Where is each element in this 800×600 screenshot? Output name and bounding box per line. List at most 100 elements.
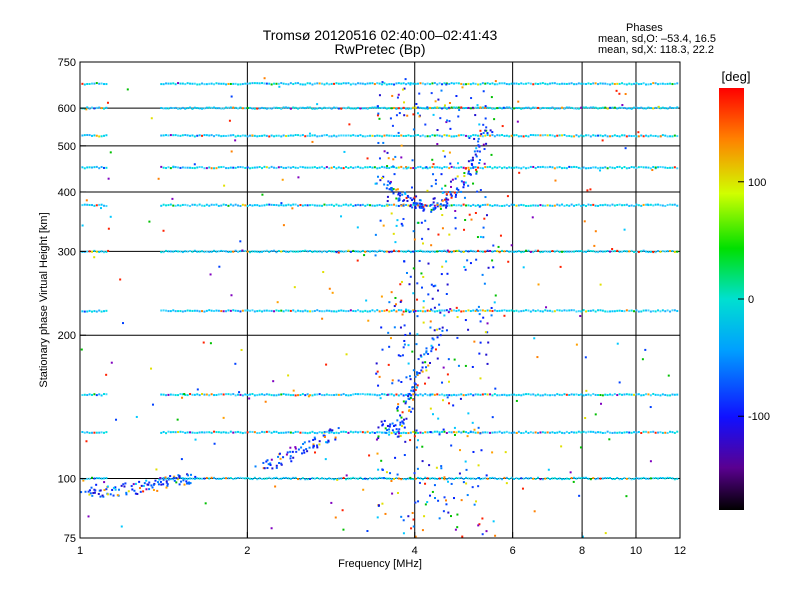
- data-point: [174, 134, 177, 137]
- data-point: [366, 203, 369, 206]
- data-point: [582, 394, 585, 397]
- data-point: [455, 394, 458, 397]
- data-point: [421, 529, 424, 532]
- data-point: [421, 310, 424, 313]
- data-point: [532, 204, 535, 207]
- data-point: [196, 134, 199, 137]
- data-point: [468, 213, 471, 216]
- data-point: [313, 477, 316, 480]
- data-point: [582, 82, 585, 85]
- data-point: [415, 446, 418, 449]
- data-point: [330, 203, 333, 206]
- data-point: [534, 134, 537, 137]
- data-point: [399, 326, 402, 329]
- data-point: [657, 431, 660, 434]
- data-point: [270, 203, 273, 206]
- data-point: [208, 477, 211, 480]
- data-point: [86, 133, 89, 136]
- data-point: [503, 431, 506, 434]
- data-point: [374, 233, 377, 236]
- data-point: [160, 204, 163, 207]
- data-point: [477, 464, 480, 467]
- data-point: [482, 123, 485, 126]
- data-point: [275, 167, 278, 170]
- data-point: [433, 82, 436, 85]
- data-point: [493, 477, 496, 480]
- data-point: [464, 460, 467, 463]
- data-point: [597, 477, 600, 480]
- data-point: [285, 393, 288, 396]
- data-point: [297, 394, 300, 397]
- data-point: [347, 310, 350, 313]
- data-point: [316, 107, 319, 110]
- data-point: [599, 169, 602, 172]
- data-point: [239, 135, 242, 138]
- data-point: [434, 182, 437, 185]
- data-point: [342, 528, 345, 531]
- data-point: [239, 476, 242, 479]
- data-point: [145, 479, 148, 482]
- data-point: [529, 133, 532, 136]
- data-point: [647, 106, 650, 109]
- data-point: [486, 431, 489, 434]
- data-point: [337, 477, 340, 480]
- data-point: [152, 488, 155, 491]
- data-point: [428, 361, 431, 364]
- data-point: [659, 107, 662, 110]
- data-point: [517, 166, 520, 169]
- data-point: [498, 165, 501, 168]
- data-point: [397, 134, 400, 137]
- data-point: [618, 381, 621, 384]
- data-point: [165, 486, 168, 489]
- data-point: [308, 132, 311, 135]
- data-point: [414, 501, 417, 504]
- data-point: [513, 166, 516, 169]
- data-point: [330, 135, 333, 138]
- data-point: [556, 203, 559, 206]
- data-point: [485, 530, 488, 533]
- data-point: [220, 477, 223, 480]
- data-point: [450, 196, 453, 199]
- data-point: [174, 166, 177, 169]
- data-point: [134, 492, 137, 495]
- data-point: [537, 134, 540, 137]
- data-point: [181, 396, 184, 399]
- data-point: [253, 431, 256, 434]
- data-point: [421, 478, 424, 481]
- data-point: [551, 431, 554, 434]
- data-point: [431, 107, 434, 110]
- data-point: [391, 492, 394, 495]
- data-point: [565, 82, 568, 85]
- data-point: [177, 250, 180, 253]
- data-point: [577, 430, 580, 433]
- data-point: [412, 250, 415, 253]
- data-point: [377, 141, 380, 144]
- data-point: [186, 166, 189, 169]
- data-point: [238, 391, 241, 394]
- data-point: [484, 117, 487, 120]
- data-point: [414, 535, 417, 538]
- data-point: [333, 432, 336, 435]
- data-point: [232, 204, 235, 207]
- data-point: [261, 134, 264, 137]
- data-point: [179, 82, 182, 85]
- data-point: [582, 250, 585, 253]
- data-point: [334, 438, 337, 441]
- data-point: [525, 106, 528, 109]
- data-point: [469, 430, 472, 433]
- data-point: [244, 477, 247, 480]
- data-point: [432, 173, 435, 176]
- data-point: [513, 477, 516, 480]
- data-point: [328, 167, 331, 170]
- data-point: [472, 431, 475, 434]
- data-point: [431, 393, 434, 396]
- data-point: [405, 203, 408, 206]
- data-point: [587, 82, 590, 85]
- data-point: [275, 309, 278, 312]
- data-point: [280, 204, 283, 207]
- data-point: [441, 83, 444, 86]
- data-point: [193, 82, 196, 85]
- data-point: [381, 348, 384, 351]
- data-point: [377, 384, 380, 387]
- data-point: [479, 134, 482, 137]
